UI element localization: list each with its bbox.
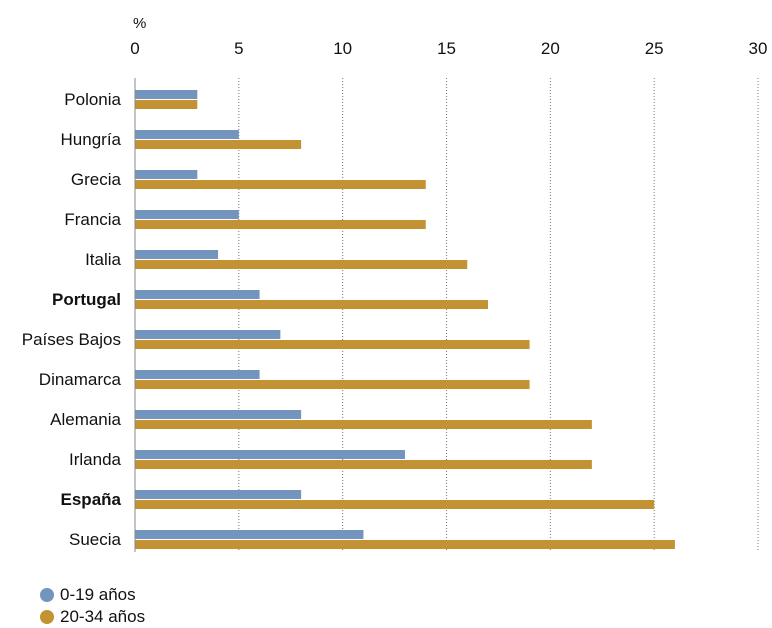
category-label: Hungría — [61, 130, 122, 149]
category-label: Grecia — [71, 170, 122, 189]
bar-series-2 — [135, 540, 675, 549]
category-label: España — [61, 490, 122, 509]
x-tick-label: 25 — [645, 39, 664, 58]
bar-series-1 — [135, 490, 302, 499]
legend-label-series-1: 0-19 años — [60, 585, 136, 604]
bar-series-1 — [135, 290, 260, 299]
x-tick-label: 30 — [749, 39, 768, 58]
bar-series-2 — [135, 420, 592, 429]
gridlines — [238, 78, 759, 552]
x-tick-label: 15 — [437, 39, 456, 58]
category-labels: Polonia Hungría Grecia Francia Italia Portuga… — [22, 90, 122, 549]
bars — [135, 90, 675, 549]
bar-series-1 — [135, 250, 219, 259]
bar-series-2 — [135, 380, 530, 389]
legend-item-series-2: 20-34 años — [40, 606, 145, 628]
bar-series-2 — [135, 460, 592, 469]
bar-series-1 — [135, 530, 364, 539]
bar-series-2 — [135, 140, 302, 149]
bar-chart: % 0 5 10 15 20 25 30 Polonia Hungría Grecia Franc… — [22, 15, 767, 552]
x-axis-unit-label: % — [133, 15, 146, 32]
bar-series-1 — [135, 210, 239, 219]
bar-series-1 — [135, 170, 198, 179]
bar-series-1 — [135, 450, 405, 459]
category-label: Francia — [64, 210, 121, 229]
category-label: Alemania — [50, 410, 121, 429]
bar-series-1 — [135, 410, 302, 419]
bar-series-2 — [135, 180, 426, 189]
bar-series-2 — [135, 300, 489, 309]
x-tick-label: 20 — [541, 39, 560, 58]
bar-series-2 — [135, 220, 426, 229]
category-label: Dinamarca — [39, 370, 122, 389]
bar-series-2 — [135, 100, 198, 109]
bar-series-1 — [135, 90, 198, 99]
bar-series-2 — [135, 500, 655, 509]
category-label: Portugal — [52, 290, 121, 309]
bar-series-2 — [135, 260, 468, 269]
legend-swatch-series-1 — [40, 588, 54, 602]
bar-series-1 — [135, 130, 239, 139]
legend-label-series-2: 20-34 años — [60, 607, 146, 626]
category-label: Suecia — [69, 530, 122, 549]
x-tick-label: 5 — [234, 39, 243, 58]
category-label: Polonia — [64, 90, 121, 109]
legend-item-series-1: 0-19 años — [40, 584, 145, 606]
legend-swatch-series-2 — [40, 610, 54, 624]
bar-series-1 — [135, 330, 281, 339]
category-label: Italia — [85, 250, 121, 269]
category-label: Países Bajos — [22, 330, 121, 349]
x-tick-labels: 0 5 10 15 20 25 30 — [130, 39, 767, 58]
bar-series-1 — [135, 370, 260, 379]
legend: 0-19 años 20-34 años — [40, 584, 145, 628]
category-label: Irlanda — [69, 450, 122, 469]
x-tick-label: 0 — [130, 39, 139, 58]
x-tick-label: 10 — [333, 39, 352, 58]
bar-series-2 — [135, 340, 530, 349]
